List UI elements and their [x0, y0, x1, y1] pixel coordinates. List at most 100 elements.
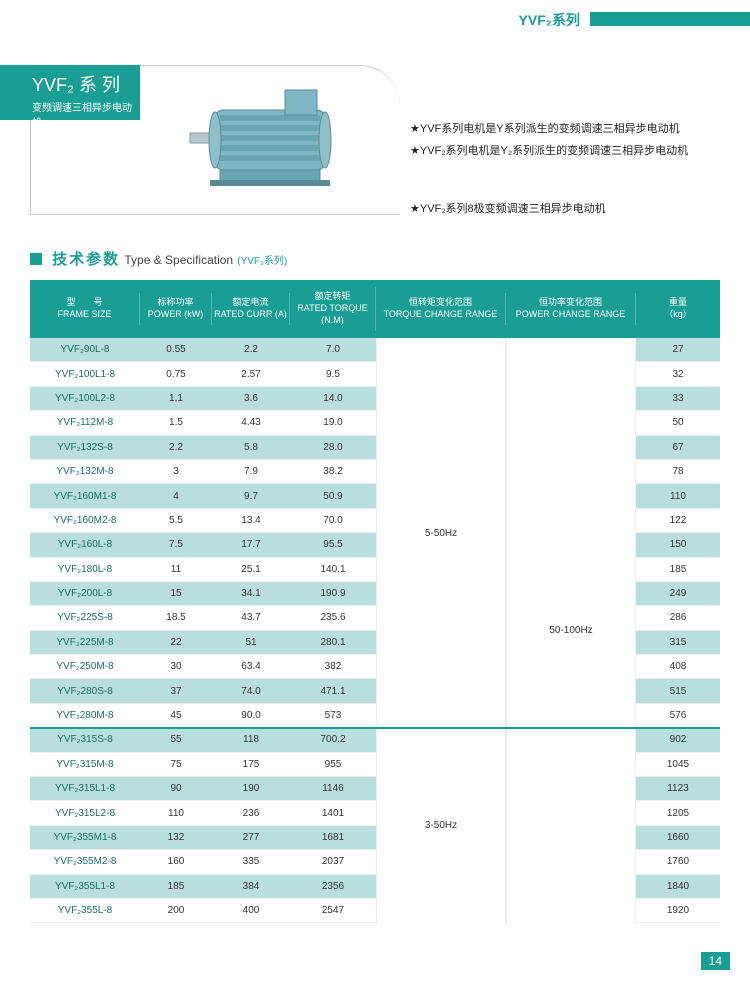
cell-frame: YVF₂280S-8: [30, 686, 140, 697]
cell-nm: 235.6: [290, 612, 376, 623]
table-header: 型 号FRAME SIZE 标称功率POWER (kW) 额定电流RATED C…: [30, 280, 720, 338]
spec-heading-cn: 技术参数: [52, 251, 120, 268]
cell-kg: 1205: [636, 808, 720, 819]
table-body: YVF₂90L-80.552.27.027YVF₂100L1-80.752.57…: [30, 338, 720, 923]
cell-kw: 0.75: [140, 369, 212, 380]
cell-kw: 3: [140, 466, 212, 477]
spec-heading-suffix: (YVF₂系列): [237, 256, 287, 267]
cell-frame: YVF₂132M-8: [30, 466, 140, 477]
cell-nm: 19.0: [290, 417, 376, 428]
cell-frame: YVF₂112M-8: [30, 417, 140, 428]
cell-frame: YVF₂100L1-8: [30, 369, 140, 380]
cell-amp: 190: [212, 783, 290, 794]
cell-amp: 43.7: [212, 612, 290, 623]
header-series-label: YVF₂系列: [519, 10, 580, 30]
cell-frame: YVF₂160M2-8: [30, 515, 140, 526]
product-title-sub: 变频调速三相异步电动机: [32, 99, 140, 129]
page-number: 14: [701, 952, 730, 970]
cell-kg: 408: [636, 661, 720, 672]
cell-nm: 1681: [290, 832, 376, 843]
cell-kg: 67: [636, 442, 720, 453]
cell-amp: 400: [212, 905, 290, 916]
cell-amp: 335: [212, 856, 290, 867]
cell-nm: 1401: [290, 808, 376, 819]
cell-frame: YVF₂355M1-8: [30, 832, 140, 843]
cell-kg: 1045: [636, 759, 720, 770]
cell-frame: YVF₂315M-8: [30, 759, 140, 770]
cell-frame: YVF₂180L-8: [30, 564, 140, 575]
cell-kg: 78: [636, 466, 720, 477]
bullet-list: ★YVF系列电机是Y系列派生的变频调速三相异步电动机 ★YVF₂系列电机是Y₂系…: [410, 118, 688, 162]
square-icon: [30, 253, 42, 265]
cell-kw: 200: [140, 905, 212, 916]
cell-kw: 55: [140, 734, 212, 745]
cell-kw: 15: [140, 588, 212, 599]
cell-kg: 1840: [636, 881, 720, 892]
cell-amp: 175: [212, 759, 290, 770]
cell-nm: 190.9: [290, 588, 376, 599]
cell-kw: 18.5: [140, 612, 212, 623]
cell-kw: 4: [140, 491, 212, 502]
cell-kg: 1760: [636, 856, 720, 867]
cell-amp: 384: [212, 881, 290, 892]
merged-power: 50-100Hz: [506, 338, 636, 924]
cell-nm: 14.0: [290, 393, 376, 404]
group-divider: [30, 727, 720, 729]
motor-illustration: [170, 75, 360, 205]
cell-frame: YVF₂132S-8: [30, 442, 140, 453]
cell-amp: 5.8: [212, 442, 290, 453]
cell-kw: 75: [140, 759, 212, 770]
col-weight: 重量（kg）: [636, 293, 720, 324]
cell-frame: YVF₂315L1-8: [30, 783, 140, 794]
cell-nm: 9.5: [290, 369, 376, 380]
cell-amp: 2.2: [212, 344, 290, 355]
cell-amp: 90.0: [212, 710, 290, 721]
cell-amp: 51: [212, 637, 290, 648]
cell-kg: 32: [636, 369, 720, 380]
spec-heading-en: Type & Specification: [124, 253, 233, 267]
cell-amp: 74.0: [212, 686, 290, 697]
cell-kw: 132: [140, 832, 212, 843]
cell-kg: 27: [636, 344, 720, 355]
bullet-item: ★YVF₂系列电机是Y₂系列派生的变频调速三相异步电动机: [410, 140, 688, 162]
cell-frame: YVF₂160L-8: [30, 539, 140, 550]
cell-kw: 1.1: [140, 393, 212, 404]
cell-amp: 9.7: [212, 491, 290, 502]
cell-frame: YVF₂315L2-8: [30, 808, 140, 819]
col-power: 标称功率POWER (kW): [140, 293, 212, 324]
cell-nm: 382: [290, 661, 376, 672]
merged-torque-2: 3-50Hz: [376, 728, 506, 923]
cell-nm: 50.9: [290, 491, 376, 502]
cell-kg: 122: [636, 515, 720, 526]
cell-amp: 2.57: [212, 369, 290, 380]
cell-nm: 955: [290, 759, 376, 770]
cell-amp: 63.4: [212, 661, 290, 672]
cell-nm: 2037: [290, 856, 376, 867]
cell-kw: 30: [140, 661, 212, 672]
cell-kg: 902: [636, 734, 720, 745]
cell-nm: 280.1: [290, 637, 376, 648]
cell-kg: 185: [636, 564, 720, 575]
cell-amp: 118: [212, 734, 290, 745]
cell-amp: 277: [212, 832, 290, 843]
cell-kw: 5.5: [140, 515, 212, 526]
cell-nm: 7.0: [290, 344, 376, 355]
cell-amp: 7.9: [212, 466, 290, 477]
cell-frame: YVF₂280M-8: [30, 710, 140, 721]
cell-kw: 0.55: [140, 344, 212, 355]
cell-amp: 13.4: [212, 515, 290, 526]
cell-kg: 249: [636, 588, 720, 599]
cell-frame: YVF₂250M-8: [30, 661, 140, 672]
cell-frame: YVF₂160M1-8: [30, 491, 140, 502]
cell-kg: 576: [636, 710, 720, 721]
cell-nm: 95.5: [290, 539, 376, 550]
cell-kw: 90: [140, 783, 212, 794]
cell-kw: 1.5: [140, 417, 212, 428]
cell-frame: YVF₂315S-8: [30, 734, 140, 745]
cell-kw: 37: [140, 686, 212, 697]
cell-frame: YVF₂100L2-8: [30, 393, 140, 404]
col-curr: 额定电流RATED CURR (A): [212, 293, 290, 324]
cell-frame: YVF₂225M-8: [30, 637, 140, 648]
col-frame: 型 号FRAME SIZE: [30, 293, 140, 324]
col-torque: 额定转矩RATED TORQUE (N.M): [290, 287, 376, 330]
